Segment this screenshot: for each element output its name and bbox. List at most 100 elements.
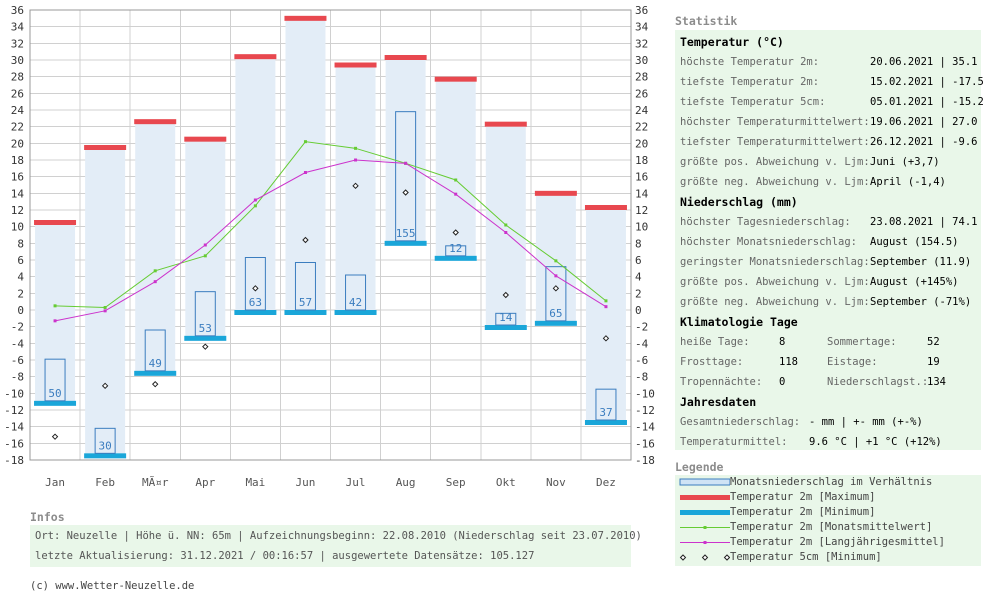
- klima-label: Niederschlagst.:: [827, 376, 929, 388]
- precip-bar: [545, 266, 567, 322]
- stat-label: größte pos. Abweichung v. Ljm:: [680, 156, 870, 168]
- y-tick-label-left: 30: [11, 54, 24, 67]
- temp5cm-marker: [602, 335, 610, 342]
- y-tick-label-right: 10: [635, 221, 648, 234]
- longterm-line-point: [454, 192, 458, 196]
- legend-mean-icon: [680, 526, 730, 529]
- mean-line-point: [103, 306, 107, 309]
- longterm-line-point: [504, 231, 508, 234]
- stat-row: tiefste Temperatur 5cm: 05.01.2021 | -15.…: [680, 92, 984, 112]
- jahres-row-2: Temperaturmittel: 9.6 °C | +1 °C (+12%): [680, 432, 980, 452]
- y-tick-label-right: 4: [635, 271, 642, 284]
- x-tick-label: Jan: [45, 476, 65, 489]
- legend-label: Temperatur 5cm [Minimum]: [730, 551, 882, 563]
- temp5cm-marker: [152, 380, 159, 388]
- y-tick-label-left: 18: [11, 154, 24, 167]
- klima-row-1: heiße Tage: 8 Sommertage: 52: [680, 332, 980, 352]
- max-bar: [534, 190, 577, 196]
- precip-bar: [44, 358, 66, 402]
- mean-line: [55, 141, 607, 309]
- y-tick-label-right: 36: [635, 4, 648, 17]
- range-bar: [585, 207, 626, 423]
- y-tick-label-right: -8: [635, 371, 648, 384]
- jahres-label: Gesamtniederschlag:: [680, 416, 801, 428]
- y-tick-label-left: 26: [11, 87, 24, 100]
- stat-value: September (-71%): [870, 296, 972, 308]
- stat-value: August (+145%): [870, 276, 959, 288]
- mean-line-point: [303, 140, 307, 144]
- y-tick-label-right: 18: [635, 154, 648, 167]
- stat-row: höchste Temperatur 2m: 20.06.2021 | 35.1: [680, 52, 980, 72]
- stat-row: höchster Temperaturmittelwert: 19.06.2021…: [680, 112, 980, 132]
- temp5cm-marker: [101, 382, 109, 390]
- precip-bar: [595, 388, 617, 421]
- temp5cm-marker: [402, 189, 409, 196]
- legend-min-icon: [680, 510, 730, 515]
- klima-value: 52: [927, 336, 940, 348]
- range-bar: [285, 18, 326, 313]
- nied-heading: Niederschlag (mm): [680, 195, 798, 209]
- precip-label: 12: [449, 242, 462, 255]
- stat-value: 15.02.2021 | -17.5: [870, 76, 984, 88]
- temp5cm-marker: [302, 236, 309, 244]
- mean-line-point: [454, 178, 458, 182]
- precip-label: 37: [599, 406, 612, 419]
- y-tick-label-right: 22: [635, 121, 648, 134]
- y-tick-label-right: 28: [635, 71, 648, 84]
- precip-label: 50: [48, 387, 61, 400]
- klima-label: heiße Tage:: [680, 336, 750, 348]
- chart-axes: -18 -18 -16 -16 -14 -14 -12 -12 -10 -10 -8 -8 -6 -6 -4…: [4, 4, 655, 489]
- y-tick-label-right: 8: [635, 237, 642, 250]
- legend-label: Temperatur 2m [Monatsmittelwert]: [730, 521, 933, 533]
- y-tick-label-right: 24: [635, 104, 649, 117]
- klima-value: 118: [779, 356, 798, 368]
- legend-item: Temperatur 2m [Langjährigesmittel]: [675, 535, 981, 550]
- stat-row: höchster Monatsniederschlag: August (154.…: [680, 232, 980, 252]
- range-bar: [185, 139, 226, 339]
- temp5cm-marker: [252, 285, 259, 292]
- max-bar: [434, 76, 477, 82]
- klima-value: 8: [779, 336, 786, 348]
- y-tick-label-left: 36: [11, 4, 24, 17]
- info-title: Infos: [30, 510, 65, 524]
- y-tick-label-left: 0: [17, 304, 24, 317]
- stat-value: Juni (+3,7): [870, 156, 940, 168]
- min-bar: [134, 370, 177, 376]
- mean-line-point: [203, 254, 207, 258]
- precip-bar: [345, 274, 367, 311]
- y-tick-label-left: -18: [4, 454, 24, 467]
- stat-value: 05.01.2021 | -15.2: [870, 96, 984, 108]
- info-line-2: letzte Aktualisierung: 31.12.2021 / 00:1…: [35, 550, 535, 562]
- max-bar: [384, 55, 427, 60]
- y-tick-label-right: 32: [635, 37, 648, 50]
- y-tick-label-left: -6: [11, 354, 24, 367]
- legend-label: Temperatur 2m [Maximum]: [730, 491, 876, 503]
- temp5cm-marker: [352, 182, 359, 190]
- mean-line-point: [504, 223, 508, 227]
- klima-label: Sommertage:: [827, 336, 897, 348]
- y-tick-label-left: -4: [11, 337, 25, 350]
- x-tick-label: Dez: [596, 476, 616, 489]
- y-tick-label-right: -6: [635, 354, 648, 367]
- stat-row: größte neg. Abweichung v. Ljm: September …: [680, 292, 980, 312]
- y-tick-label-right: -4: [635, 337, 649, 350]
- min-bar: [84, 453, 127, 459]
- legend-label: Temperatur 2m [Langjährigesmittel]: [730, 536, 945, 548]
- temp-heading: Temperatur (°C): [680, 35, 784, 49]
- stat-value: 26.12.2021 | -9.6: [870, 136, 978, 148]
- min-bar: [534, 320, 577, 326]
- y-tick-label-right: 12: [635, 204, 648, 217]
- range-bar: [535, 193, 576, 324]
- klima-value: 134: [927, 376, 946, 388]
- y-tick-label-right: 14: [635, 187, 649, 200]
- mean-line-point: [604, 299, 608, 303]
- precip-label: 57: [299, 296, 312, 309]
- precip-label: 63: [249, 296, 262, 309]
- precip-bar: [194, 291, 216, 337]
- y-tick-label-left: -14: [4, 421, 24, 434]
- y-tick-label-left: 22: [11, 121, 24, 134]
- jahres-row-1: Gesamtniederschlag: - mm | +- mm (+-%): [680, 412, 980, 432]
- precip-bar: [445, 245, 467, 257]
- y-tick-label-left: 24: [11, 104, 25, 117]
- stat-value: August (154.5): [870, 236, 959, 248]
